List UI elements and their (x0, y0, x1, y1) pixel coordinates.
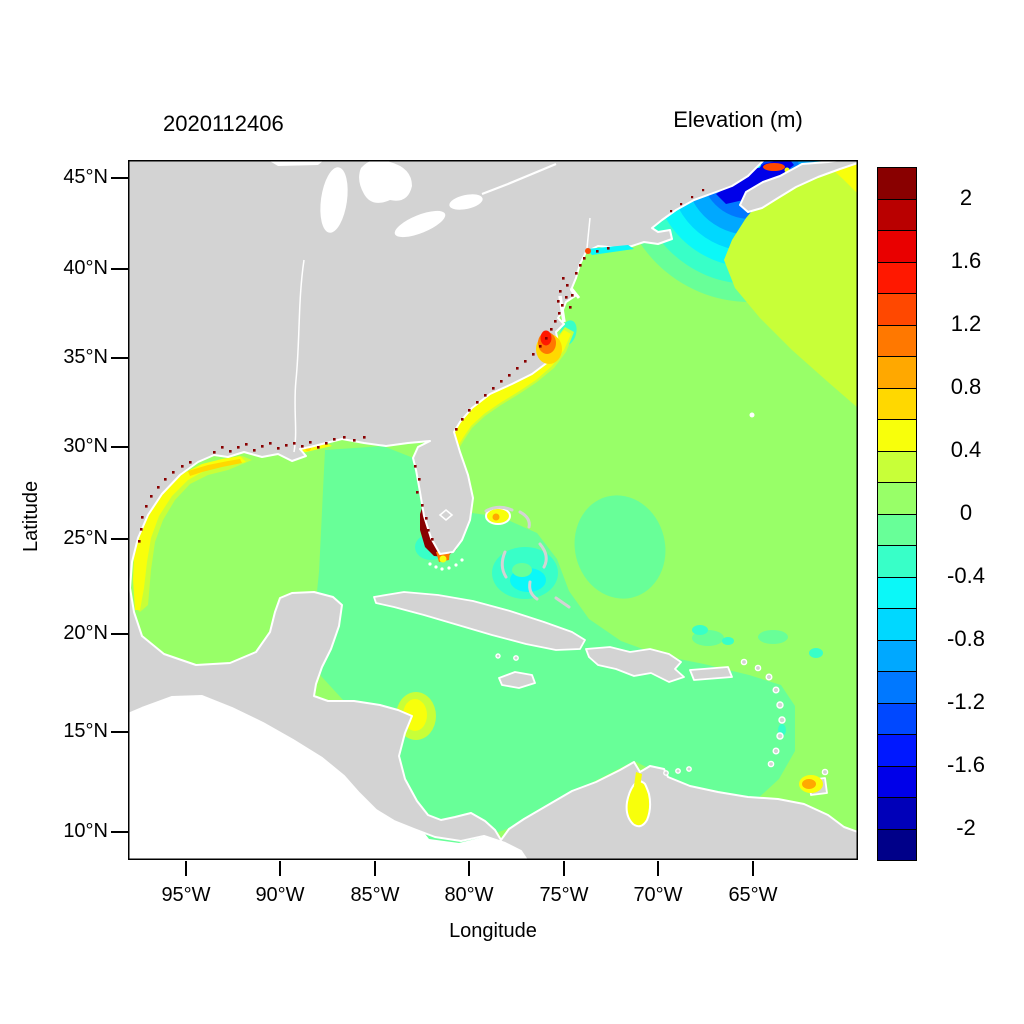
colorbar-cell (877, 513, 917, 546)
y-tick-label: 45°N (63, 166, 108, 188)
colorbar-tick-label: -0.4 (947, 563, 985, 588)
x-tickmark (279, 861, 281, 876)
bahamas-islands (484, 505, 571, 609)
colorbar-cell (877, 608, 917, 641)
colorbar-cell (877, 230, 917, 263)
colorbar-cell (877, 261, 917, 294)
x-tick-label: 65°W (728, 884, 778, 906)
colorbar-cell (877, 545, 917, 578)
pr-north-spring-patch (758, 630, 788, 644)
y-tickmark (111, 177, 128, 179)
y-tick-label: 40°N (63, 257, 108, 279)
colorbar-cell (877, 482, 917, 515)
x-tickmark (752, 861, 754, 876)
x-tick-label: 75°W (539, 884, 589, 906)
colorbar (877, 167, 917, 861)
x-tickmark (468, 861, 470, 876)
puerto-rico (689, 666, 733, 681)
colorbar-tick-label: 0.4 (950, 437, 982, 462)
jamaica (498, 671, 536, 689)
y-tick-label: 25°N (63, 527, 108, 549)
y-tickmark (111, 633, 128, 635)
colorbar-tick-label: -1.6 (947, 752, 985, 777)
colorbar-title: Elevation (m) (673, 107, 803, 132)
y-tickmark (111, 357, 128, 359)
islands (373, 591, 828, 796)
lake-okeechobee (438, 508, 454, 522)
timestamp-title: 2020112406 (163, 111, 284, 136)
coastal-flood-speckles (138, 189, 705, 543)
colorbar-cell (877, 671, 917, 704)
mainland-americas (128, 160, 858, 860)
florida-keys (428, 558, 464, 571)
colorbar-cell (877, 639, 917, 672)
colorbar-cell (877, 324, 917, 357)
colorbar-tick-label: -2 (956, 815, 976, 840)
colorbar-cell (877, 797, 917, 830)
y-tickmark (111, 538, 128, 540)
cuba (373, 591, 586, 651)
northeast-atlantic-region (724, 164, 858, 408)
colorbar-cell (877, 387, 917, 420)
x-tick-label: 70°W (633, 884, 683, 906)
bahamas-ne-spring-ellipse (574, 495, 666, 599)
x-tickmark (185, 861, 187, 876)
y-tick-label: 20°N (63, 622, 108, 644)
colorbar-tick-label: -0.8 (947, 626, 985, 651)
teal-spot-2 (722, 637, 734, 645)
x-tick-label: 85°W (350, 884, 400, 906)
colorbar-tick-label: 1.6 (950, 248, 982, 273)
colorbar-tick-label: 1.2 (950, 311, 982, 336)
x-tickmark (374, 861, 376, 876)
colorbar-cell (877, 734, 917, 767)
y-tick-label: 10°N (63, 820, 108, 842)
y-tickmark (111, 268, 128, 270)
lake-maracaibo (625, 772, 652, 828)
x-axis-title: Longitude (449, 920, 537, 942)
x-tick-label: 90°W (255, 884, 305, 906)
plot-frame (128, 160, 858, 860)
y-tickmark (111, 831, 128, 833)
colorbar-cell (877, 167, 917, 200)
colorbar-cell (877, 765, 917, 798)
colorbar-cell (877, 450, 917, 483)
x-tick-label: 95°W (161, 884, 211, 906)
teal-spot-3 (809, 648, 823, 658)
y-tickmark (111, 731, 128, 733)
colorbar-cell (877, 293, 917, 326)
colorbar-cell (877, 702, 917, 735)
rivers (293, 162, 591, 453)
colorbar-cell (877, 576, 917, 609)
elevation-map (128, 160, 858, 860)
grand-bahama-spot (485, 507, 511, 525)
y-tick-label: 35°N (63, 346, 108, 368)
bay-of-fundy-low-water (716, 160, 794, 204)
colorbar-tick-label: 2 (959, 185, 973, 210)
colorbar-tick-label: 0.8 (950, 374, 982, 399)
colorbar-cell (877, 828, 917, 861)
colorbar-cell (877, 419, 917, 452)
lesser-antilles-chain (495, 653, 829, 776)
colorbar-cell (877, 356, 917, 389)
x-tickmark (563, 861, 565, 876)
x-tick-label: 80°W (444, 884, 494, 906)
colorbar-cell (877, 198, 917, 231)
teal-spot-1 (692, 625, 708, 635)
x-tickmark (657, 861, 659, 876)
colorbar-tick-label: -1.2 (947, 689, 985, 714)
map-plot-area (128, 160, 858, 860)
chesapeake-delaware-bays (558, 287, 581, 323)
gulf-of-paria-spot (799, 775, 823, 793)
bermuda (749, 412, 755, 418)
colorbar-tick-label: 0 (959, 500, 973, 525)
gulf-st-lawrence-spot (763, 163, 785, 171)
hispaniola (585, 646, 685, 683)
y-tickmark (111, 446, 128, 448)
y-tick-label: 30°N (63, 435, 108, 457)
y-axis-title: Latitude (20, 480, 42, 552)
y-tick-label: 15°N (63, 720, 108, 742)
